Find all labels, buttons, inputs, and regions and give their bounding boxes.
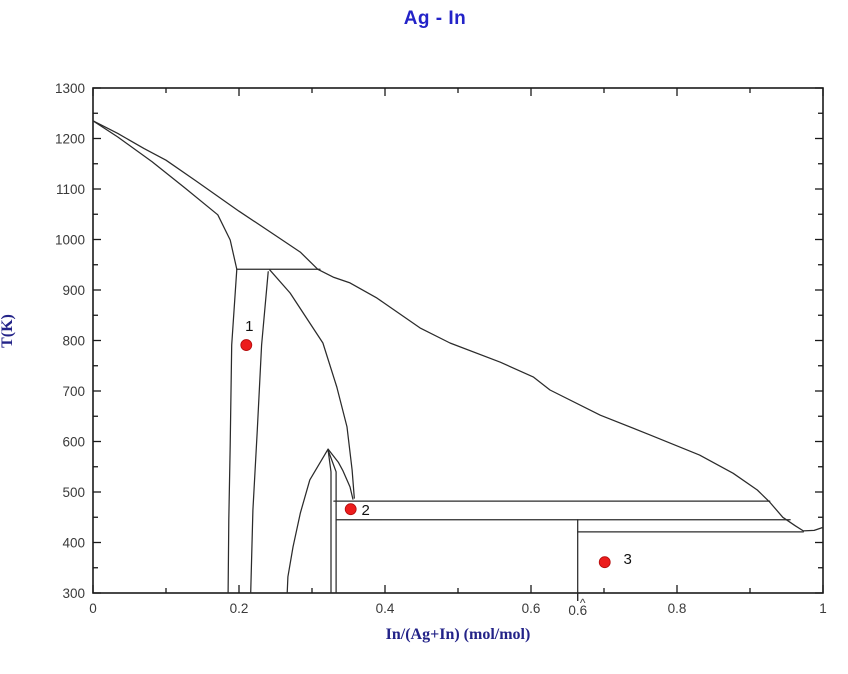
- x-tick-label: 0: [89, 601, 97, 616]
- chart-title: Ag - In: [403, 8, 467, 29]
- phase-boundary-gamma-sliver-right: [327, 449, 337, 594]
- x-extra-tick-accent: ^: [580, 596, 586, 610]
- y-tick-label: 900: [62, 283, 85, 298]
- y-tick-label: 1000: [55, 233, 85, 248]
- x-axis-title: In/(Ag+In) (mol/mol): [385, 626, 531, 643]
- data-point-2[interactable]: [344, 503, 357, 516]
- y-tick-label: 600: [62, 435, 85, 450]
- y-tick-label: 1300: [55, 81, 85, 96]
- y-tick-label: 700: [62, 384, 85, 399]
- y-tick-label: 1200: [55, 132, 85, 147]
- phase-boundary-gamma-dome-left: [286, 448, 329, 594]
- y-axis-title: T(K): [0, 314, 16, 348]
- x-tick-label: 0.2: [230, 601, 249, 616]
- x-extra-tick-label: 0.6: [568, 603, 587, 618]
- y-tick-label: 1100: [56, 182, 85, 197]
- phase-boundary-gamma-dome-right: [327, 448, 354, 500]
- data-point-label-1: 1: [245, 318, 253, 335]
- phase-boundary-gamma-sliver-left: [327, 449, 332, 594]
- plot-frame: [92, 87, 824, 594]
- y-tick-label: 500: [62, 485, 85, 500]
- data-point-3[interactable]: [598, 556, 611, 569]
- x-tick-label: 1: [819, 601, 827, 616]
- x-tick-label: 0.8: [668, 601, 687, 616]
- data-point-1[interactable]: [240, 339, 253, 351]
- y-tick-label: 400: [62, 536, 85, 551]
- data-point-label-3: 3: [624, 551, 632, 568]
- phase-boundary-solidus-Ag: [92, 120, 238, 270]
- phase-boundary-Ag-solvus: [227, 268, 238, 594]
- data-point-label-2: 2: [362, 502, 370, 519]
- phase-boundary-liquidus: [92, 120, 824, 532]
- phase-boundary-zeta-left-boundary: [250, 271, 269, 594]
- y-tick-label: 300: [62, 586, 85, 601]
- y-tick-label: 800: [62, 334, 85, 349]
- x-tick-label: 0.4: [376, 601, 395, 616]
- phase-boundary-zeta-right-boundary: [269, 269, 355, 499]
- x-tick-label: 0.6: [522, 601, 541, 616]
